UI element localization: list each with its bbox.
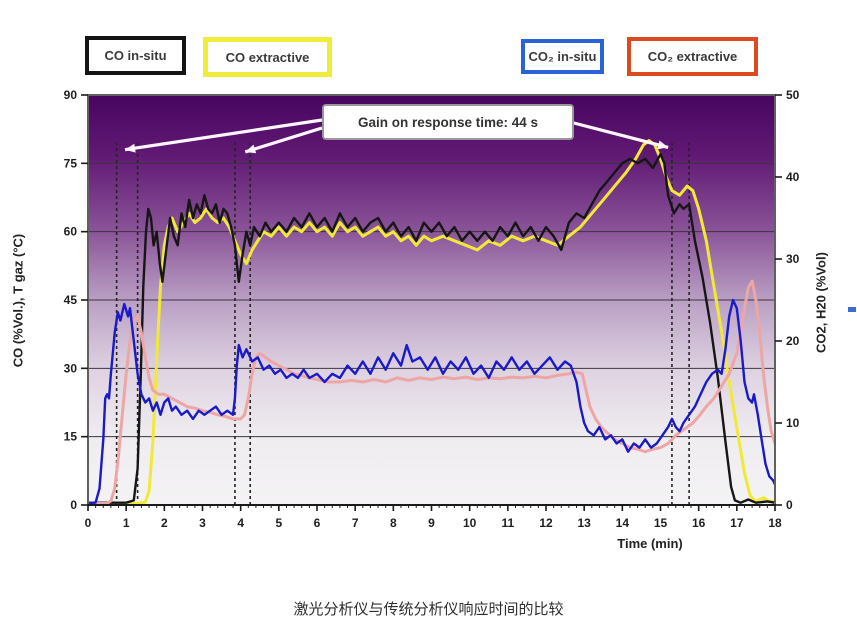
x-tick-label: 8 (390, 516, 397, 530)
x-tick-label: 11 (501, 516, 514, 530)
legend-co-extractive-label: CO extractive (225, 49, 310, 65)
x-tick-label: 17 (730, 516, 744, 530)
y-left-tick-label: 60 (64, 225, 78, 239)
y-right-tick-label: 40 (786, 170, 800, 184)
y-right-tick-label: 50 (786, 88, 800, 102)
x-tick-label: 10 (463, 516, 477, 530)
y-left-tick-label: 75 (64, 156, 78, 170)
annotation-gain-text: Gain on response time: 44 s (357, 114, 539, 130)
legend-co2-insitu: CO₂ in-situ (521, 39, 604, 74)
x-tick-label: 3 (199, 516, 206, 530)
x-tick-label: 1 (123, 516, 130, 530)
legend-co-extractive: CO extractive (203, 37, 332, 77)
y-axis-label-left: CO (%Vol.), T gaz (°C) (10, 233, 26, 368)
x-tick-label: 14 (616, 516, 630, 530)
legend-co2-extractive: CO₂ extractive (627, 37, 758, 76)
plot-area (88, 95, 775, 505)
annotation-gain-box: Gain on response time: 44 s (322, 104, 574, 140)
y-right-tick-label: 20 (786, 334, 800, 348)
y-right-tick-label: 10 (786, 416, 800, 430)
x-tick-label: 9 (428, 516, 435, 530)
x-tick-label: 0 (85, 516, 92, 530)
x-tick-label: 13 (577, 516, 591, 530)
legend-co2-extractive-label: CO₂ extractive (647, 49, 738, 64)
y-left-tick-label: 45 (64, 293, 78, 307)
y-left-tick-label: 90 (64, 88, 78, 102)
x-tick-label: 18 (768, 516, 782, 530)
figure-caption: 激光分析仪与传统分析仪响应时间的比较 (293, 601, 564, 618)
x-tick-label: 7 (352, 516, 359, 530)
legend-co-insitu: CO in-situ (85, 36, 186, 75)
y-left-tick-label: 15 (64, 430, 78, 444)
x-tick-label: 5 (275, 516, 282, 530)
legend-co2-insitu-label: CO₂ in-situ (528, 49, 597, 64)
x-tick-label: 16 (692, 516, 706, 530)
x-tick-label: 6 (314, 516, 321, 530)
y-axis-label-right: CO2, H20 (%Vol) (813, 252, 829, 353)
y-left-tick-label: 0 (70, 498, 77, 512)
x-tick-label: 2 (161, 516, 168, 530)
y-left-tick-label: 30 (64, 361, 78, 375)
x-tick-label: 4 (237, 516, 244, 530)
blue-dash-artifact (848, 307, 856, 312)
x-tick-label: 15 (654, 516, 668, 530)
legend-co-insitu-label: CO in-situ (104, 48, 167, 63)
x-axis-label: Time (min) (617, 536, 683, 551)
y-right-tick-label: 30 (786, 252, 800, 266)
y-right-tick-label: 0 (786, 498, 793, 512)
x-tick-label: 12 (539, 516, 553, 530)
